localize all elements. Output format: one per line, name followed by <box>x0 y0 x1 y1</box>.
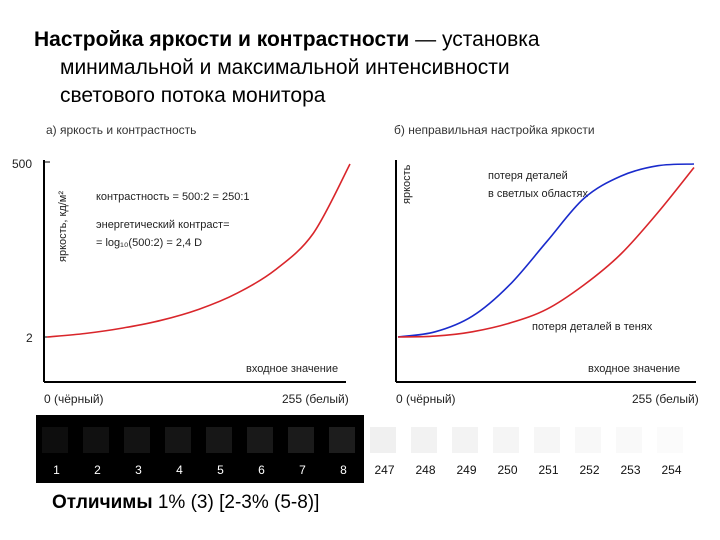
gray-level-label: 3 <box>135 463 142 477</box>
right-annotation-blue-1: потеря деталей <box>488 170 568 182</box>
gray-level-label: 247 <box>374 463 395 477</box>
gray-level-label: 248 <box>415 463 436 477</box>
gray-level-label: 8 <box>340 463 347 477</box>
right-chart-background <box>384 115 696 407</box>
gray-level-swatch: 6 <box>241 415 282 483</box>
gray-level-square <box>657 427 683 453</box>
right-xtick-right: 255 (белый) <box>632 392 699 406</box>
gray-level-swatch: 253 <box>610 415 651 483</box>
gray-level-square <box>616 427 642 453</box>
gray-level-square <box>247 427 273 453</box>
right-xtick-left: 0 (чёрный) <box>396 392 456 406</box>
left-ytick-top: 500 <box>12 157 32 171</box>
gray-level-label: 6 <box>258 463 265 477</box>
gray-level-square <box>411 427 437 453</box>
gray-level-label: 4 <box>176 463 183 477</box>
gray-level-square <box>370 427 396 453</box>
gray-level-swatch: 251 <box>528 415 569 483</box>
gray-level-square <box>452 427 478 453</box>
left-annotation-energy: энергетический контраст= <box>96 219 230 231</box>
left-curve-series <box>46 163 351 338</box>
gray-level-label: 253 <box>620 463 641 477</box>
left-chart-title: а) яркость и контрастность <box>46 123 196 137</box>
footer-rest: 1% (3) [2-3% (5-8)] <box>152 492 320 513</box>
gray-level-label: 250 <box>497 463 518 477</box>
right-annotation-red: потеря деталей в тенях <box>532 321 653 333</box>
gray-level-label: 1 <box>53 463 60 477</box>
gray-level-swatch: 5 <box>200 415 241 483</box>
gray-level-label: 251 <box>538 463 559 477</box>
right-blue-series <box>397 163 695 338</box>
left-xlabel: входное значение <box>246 363 338 375</box>
gray-level-swatch: 7 <box>282 415 323 483</box>
gray-level-swatch: 250 <box>487 415 528 483</box>
gray-level-swatch: 3 <box>118 415 159 483</box>
gray-level-square <box>42 427 68 453</box>
gray-level-square <box>124 427 150 453</box>
right-ylabel: яркость <box>401 164 413 204</box>
dark-gray-strip: 1 2 3 4 5 6 7 8 <box>36 415 364 483</box>
gray-level-swatch: 249 <box>446 415 487 483</box>
gray-level-square <box>206 427 232 453</box>
right-annotation-blue-2: в светлых областях <box>488 188 589 200</box>
gray-level-label: 252 <box>579 463 600 477</box>
heading-line1-rest: — установка <box>409 28 540 51</box>
heading-line2: минимальной и максимальной интенсивности <box>60 56 510 79</box>
left-xtick-right: 255 (белый) <box>282 392 349 406</box>
gray-level-label: 7 <box>299 463 306 477</box>
left-xtick-left: 0 (чёрный) <box>44 392 104 406</box>
footer-bold: Отличимы <box>52 492 153 513</box>
gray-level-swatch: 8 <box>323 415 364 483</box>
left-ylabel: яркость, кд/м² <box>57 191 69 262</box>
right-chart-title: б) неправильная настройка яркости <box>394 123 595 137</box>
heading-line3: светового потока монитора <box>60 84 326 107</box>
gray-level-label: 2 <box>94 463 101 477</box>
gray-level-label: 5 <box>217 463 224 477</box>
gray-level-swatch: 254 <box>651 415 692 483</box>
gray-level-square <box>288 427 314 453</box>
gray-level-swatch: 4 <box>159 415 200 483</box>
slide-heading: Настройка яркости и контрастности — уста… <box>34 26 694 110</box>
gray-level-swatch: 248 <box>405 415 446 483</box>
gray-level-swatch: 252 <box>569 415 610 483</box>
gray-level-label: 254 <box>661 463 682 477</box>
gray-level-label: 249 <box>456 463 477 477</box>
heading-bold: Настройка яркости и контрастности <box>34 28 410 51</box>
gray-level-swatch: 247 <box>364 415 405 483</box>
gray-level-swatch: 2 <box>77 415 118 483</box>
gray-level-swatch: 1 <box>36 415 77 483</box>
left-ytick-bottom: 2 <box>26 331 33 345</box>
left-chart-background <box>38 115 350 407</box>
left-annotation-log: = log₁₀(500:2) = 2,4 D <box>96 237 202 249</box>
right-red-series <box>397 167 695 338</box>
gray-level-square <box>534 427 560 453</box>
gray-level-square <box>493 427 519 453</box>
footer-note: Отличимы 1% (3) [2-3% (5-8)] <box>52 492 319 514</box>
light-gray-strip: 247 248 249 250 251 252 253 254 <box>364 415 692 483</box>
right-xlabel: входное значение <box>588 363 680 375</box>
gray-level-square <box>575 427 601 453</box>
gray-level-square <box>83 427 109 453</box>
gray-level-square <box>329 427 355 453</box>
left-annotation-contrast: контрастность = 500:2 = 250:1 <box>96 191 250 203</box>
gray-level-square <box>165 427 191 453</box>
